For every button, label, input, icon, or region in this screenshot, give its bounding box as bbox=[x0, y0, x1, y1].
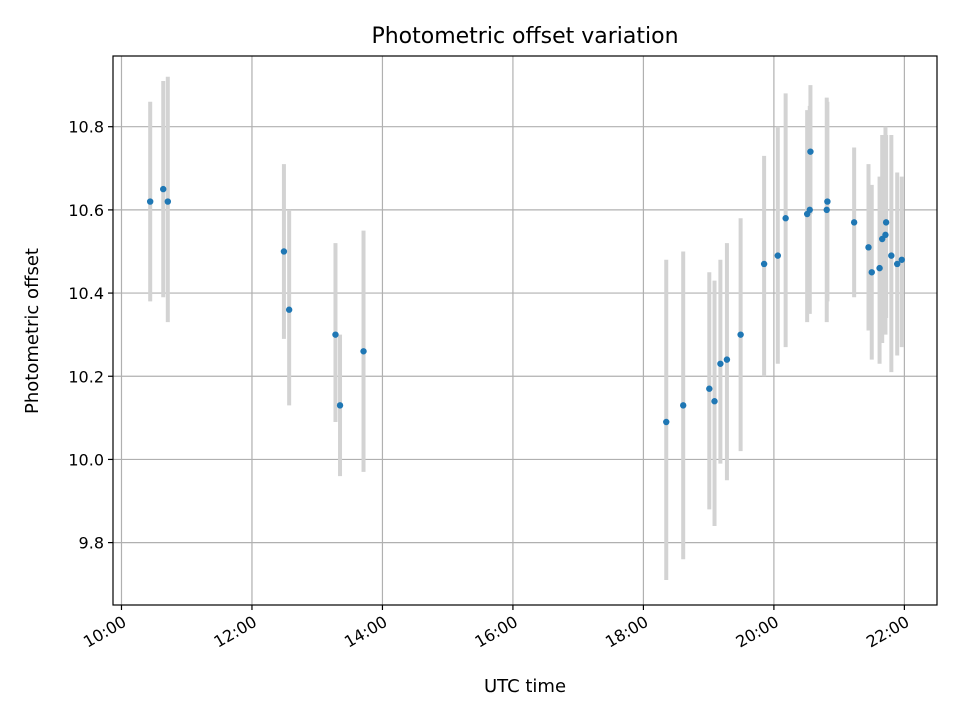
data-point bbox=[737, 331, 744, 338]
data-point bbox=[717, 360, 724, 367]
data-point bbox=[850, 219, 858, 226]
data-point bbox=[807, 148, 814, 155]
data-points bbox=[146, 148, 905, 426]
data-point bbox=[806, 206, 813, 214]
data-point bbox=[280, 248, 288, 255]
data-point bbox=[888, 252, 895, 259]
y-tick-label: 9.8 bbox=[79, 534, 104, 553]
y-tick-label: 10.4 bbox=[68, 284, 104, 303]
x-axis-label: UTC time bbox=[484, 676, 566, 697]
data-point bbox=[663, 418, 670, 426]
data-point bbox=[865, 244, 872, 251]
data-point bbox=[882, 219, 890, 226]
data-point bbox=[164, 198, 172, 205]
plot-frame bbox=[112, 55, 938, 606]
data-point bbox=[706, 385, 713, 392]
data-point bbox=[823, 206, 830, 214]
data-point bbox=[868, 269, 875, 276]
data-point bbox=[898, 256, 905, 263]
data-point bbox=[336, 402, 344, 409]
data-point bbox=[160, 185, 167, 193]
data-point bbox=[146, 198, 154, 205]
data-point bbox=[774, 252, 782, 259]
data-point bbox=[876, 264, 883, 272]
data-point bbox=[360, 348, 367, 355]
y-tick-label: 10.0 bbox=[68, 450, 104, 469]
data-point bbox=[711, 398, 718, 405]
data-point bbox=[894, 260, 901, 268]
data-point bbox=[760, 260, 768, 268]
y-tick-label: 10.8 bbox=[68, 118, 104, 137]
data-point bbox=[285, 306, 293, 313]
y-tick-label: 10.2 bbox=[68, 367, 104, 386]
data-point bbox=[332, 331, 339, 338]
data-point bbox=[782, 215, 789, 222]
chart-title: Photometric offset variation bbox=[371, 24, 678, 49]
data-point bbox=[723, 356, 731, 363]
y-axis: 9.8 10.0 10.2 10.4 10.6 10.8 bbox=[68, 118, 113, 553]
data-point bbox=[882, 231, 889, 239]
data-point bbox=[824, 198, 831, 205]
y-axis-label: Photometric offset bbox=[22, 248, 43, 414]
grid bbox=[113, 56, 937, 605]
y-tick-label: 10.6 bbox=[68, 201, 104, 220]
data-point bbox=[680, 402, 687, 409]
